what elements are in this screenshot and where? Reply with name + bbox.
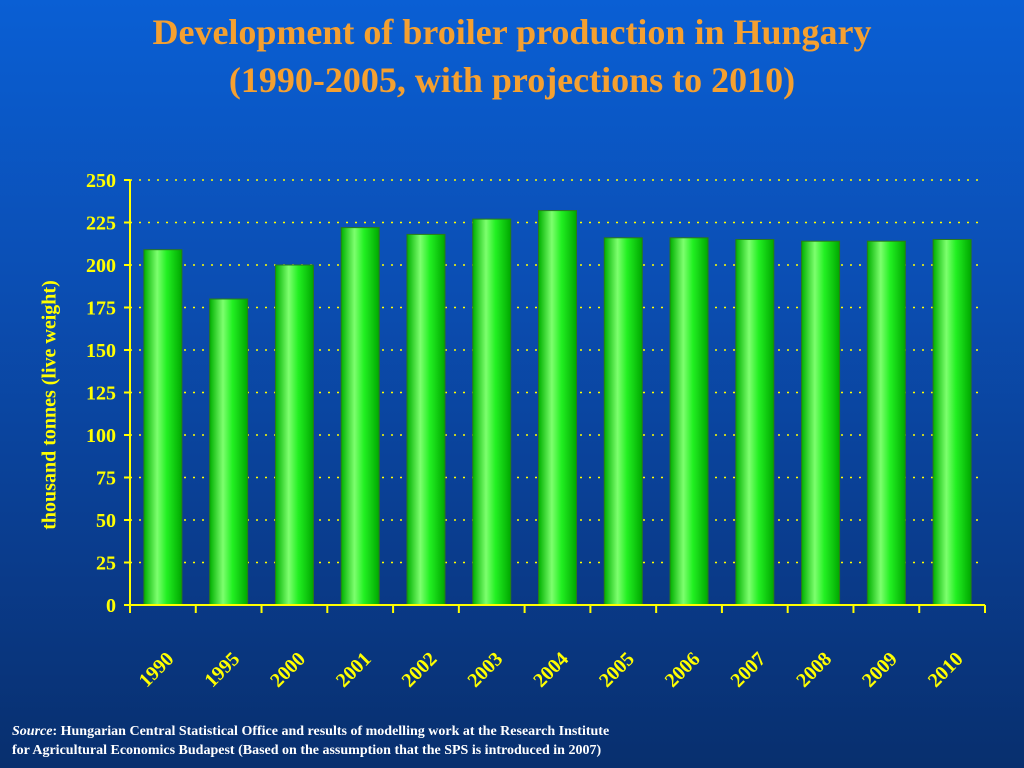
bar-1990: [143, 249, 183, 606]
bar-2006: [669, 237, 709, 606]
chart-title-line2: (1990-2005, with projections to 2010): [228, 60, 796, 100]
bar-2005: [603, 237, 643, 606]
x-tick-label: 2002: [398, 648, 442, 692]
y-tick-labels: 0 25 50 75 100 125 150 175 200 225 250: [86, 170, 116, 617]
y-tick-label: 200: [86, 255, 116, 277]
y-tick-label: 150: [86, 340, 116, 362]
x-tick-label: 2010: [924, 648, 968, 692]
x-tick-label: 2009: [858, 648, 902, 692]
source-line1: : Hungarian Central Statistical Office a…: [52, 724, 610, 739]
bar-1995: [209, 298, 249, 606]
x-tick-label: 2000: [266, 648, 310, 692]
bar-2004: [538, 210, 577, 606]
x-tick-label: 2001: [332, 648, 376, 692]
bar-2002: [406, 233, 446, 606]
y-tick-label: 50: [96, 510, 116, 532]
y-axis-label: thousand tonnes (live weight): [38, 280, 61, 530]
gridlines: [130, 179, 985, 564]
source-label: Source: [12, 724, 53, 739]
x-tick-label: 1990: [135, 648, 179, 692]
x-tick-label: 2007: [727, 648, 771, 692]
x-tick-labels: 1990 1995 2000 2001 2002 2003 2004 2005 2006 2007…: [135, 648, 968, 692]
x-tick-label: 2004: [529, 648, 573, 692]
bar-2008: [801, 240, 841, 606]
chart-title-line1: Development of broiler production in Hun…: [152, 12, 872, 52]
x-tick-label: 2005: [595, 648, 639, 692]
x-tick-label: 2008: [792, 648, 836, 692]
axes: [124, 179, 986, 613]
y-tick-label: 225: [86, 213, 116, 235]
bar-2000: [274, 264, 314, 606]
y-tick-label: 75: [96, 468, 116, 490]
source-note: Source: Hungarian Central Statistical Of…: [12, 722, 912, 760]
y-tick-label: 25: [96, 553, 116, 575]
x-tick-label: 2003: [463, 648, 507, 692]
bars: [143, 210, 972, 606]
y-tick-label: 175: [86, 298, 116, 320]
bar-2007: [735, 239, 775, 606]
y-tick-label: 125: [86, 383, 116, 405]
x-tick-label: 1995: [200, 648, 244, 692]
bar-2001: [340, 227, 380, 606]
bar-2003: [472, 218, 512, 606]
bar-2010: [932, 239, 972, 606]
bar-2009: [866, 240, 906, 606]
y-tick-label: 0: [106, 595, 116, 617]
source-line2: for Agricultural Economics Budapest (Bas…: [12, 743, 602, 758]
y-tick-label: 100: [86, 425, 116, 447]
y-tick-label: 250: [86, 170, 116, 192]
x-tick-label: 2006: [661, 648, 705, 692]
